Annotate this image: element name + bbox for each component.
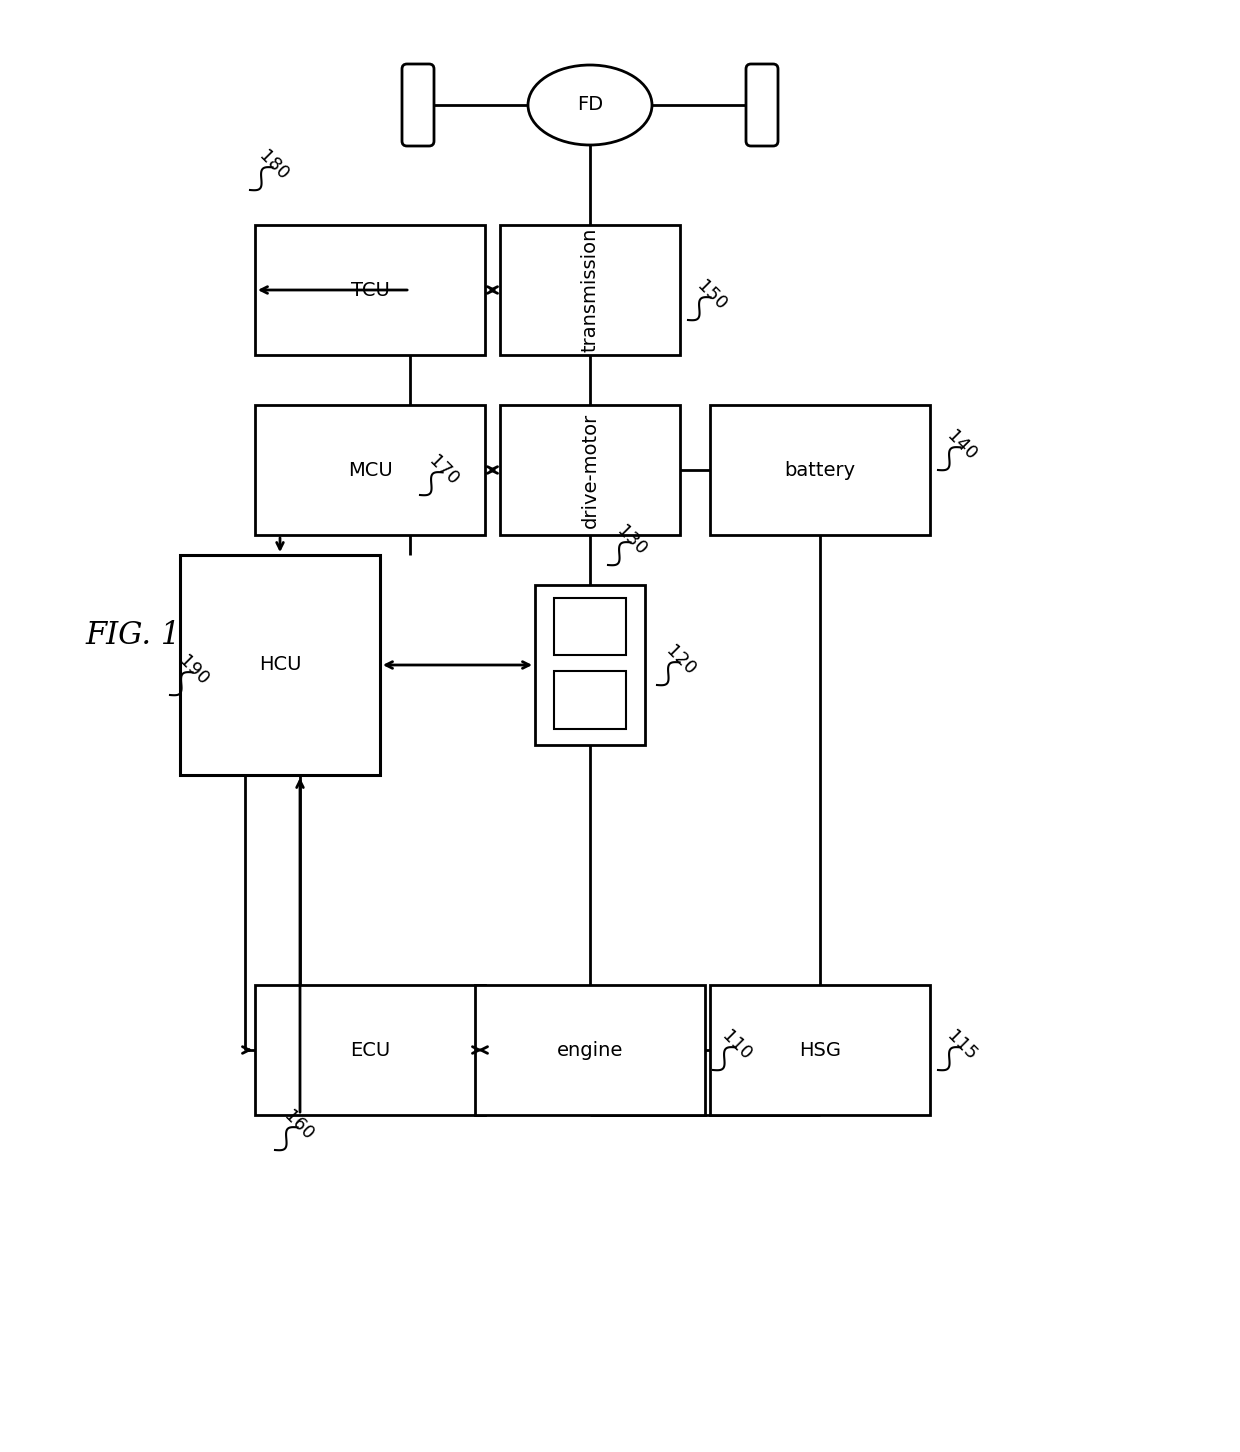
Ellipse shape: [528, 65, 652, 145]
FancyBboxPatch shape: [255, 984, 485, 1115]
Text: 120: 120: [662, 643, 699, 680]
Text: TCU: TCU: [351, 280, 389, 299]
Text: engine: engine: [557, 1041, 624, 1060]
FancyBboxPatch shape: [554, 671, 626, 729]
Text: battery: battery: [785, 460, 856, 479]
Text: ECU: ECU: [350, 1041, 391, 1060]
FancyBboxPatch shape: [255, 405, 485, 534]
Text: transmission: transmission: [580, 228, 599, 353]
Text: 140: 140: [944, 427, 981, 465]
FancyBboxPatch shape: [180, 555, 379, 775]
Text: 160: 160: [280, 1108, 317, 1144]
Text: drive-motor: drive-motor: [580, 412, 599, 527]
Text: 150: 150: [693, 277, 730, 315]
Text: FIG. 1: FIG. 1: [86, 620, 180, 650]
FancyBboxPatch shape: [402, 64, 434, 147]
FancyBboxPatch shape: [500, 405, 680, 534]
FancyBboxPatch shape: [255, 225, 485, 354]
FancyBboxPatch shape: [475, 984, 706, 1115]
Text: HSG: HSG: [799, 1041, 841, 1060]
Text: 170: 170: [425, 453, 463, 489]
Text: HCU: HCU: [259, 655, 301, 675]
Text: 110: 110: [719, 1028, 755, 1064]
Text: 180: 180: [255, 148, 293, 184]
Text: 115: 115: [944, 1028, 981, 1064]
FancyBboxPatch shape: [500, 225, 680, 354]
Text: 130: 130: [614, 523, 651, 559]
Text: 190: 190: [176, 652, 212, 690]
FancyBboxPatch shape: [711, 984, 930, 1115]
FancyBboxPatch shape: [534, 585, 645, 745]
Text: FD: FD: [577, 96, 603, 115]
FancyBboxPatch shape: [554, 598, 626, 655]
FancyBboxPatch shape: [746, 64, 777, 147]
FancyBboxPatch shape: [711, 405, 930, 534]
Text: MCU: MCU: [347, 460, 392, 479]
